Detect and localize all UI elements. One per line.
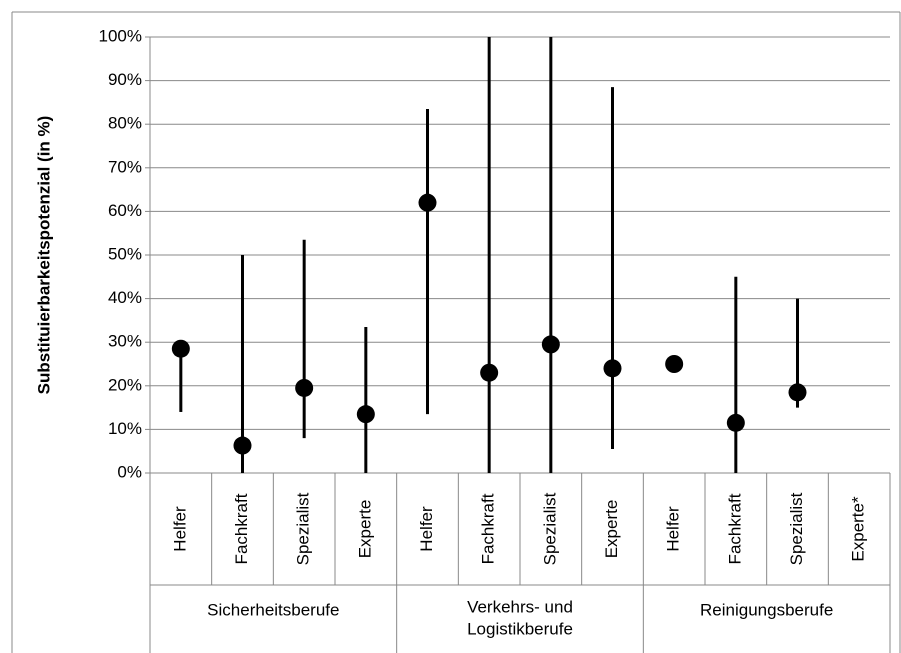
y-tick-label: 10% [108,419,142,438]
dot [665,355,684,373]
y-tick-label: 100% [99,26,142,45]
dot [788,383,807,402]
dot [418,193,437,212]
y-tick-label: 40% [108,288,142,307]
x-tick-label: Helfer [417,506,436,552]
x-tick-label: Spezialist [787,492,806,565]
y-tick-label: 90% [108,70,142,89]
y-tick-label: 50% [108,244,142,263]
dot [541,335,560,354]
x-tick-label: Fachkraft [479,493,498,564]
y-tick-label: 60% [108,201,142,220]
x-tick-label: Experte [355,500,374,559]
dot [726,413,745,432]
x-tick-label: Experte* [849,496,868,562]
x-tick-label: Spezialist [294,492,313,565]
x-tick-label: Helfer [664,506,683,552]
group-label: Reinigungsberufe [700,600,833,619]
dot [603,359,622,378]
group-label: Verkehrs- und [467,597,573,616]
dot [233,436,252,455]
y-tick-label: 80% [108,114,142,133]
group-label: Logistikberufe [467,619,573,638]
x-tick-label: Fachkraft [232,493,251,564]
x-tick-label: Fachkraft [725,493,744,564]
dot [480,363,499,382]
dot [171,339,190,358]
dot [356,405,375,424]
y-tick-label: 0% [117,462,142,481]
x-tick-label: Experte [602,500,621,559]
x-tick-label: Spezialist [540,492,559,565]
y-axis-title: Substituierbarkeitspotenzial (in %) [34,116,53,395]
dot [295,378,314,397]
y-tick-label: 30% [108,332,142,351]
x-tick-label: Helfer [170,506,189,552]
group-label: Sicherheitsberufe [207,600,339,619]
y-tick-label: 70% [108,157,142,176]
y-tick-label: 20% [108,375,142,394]
